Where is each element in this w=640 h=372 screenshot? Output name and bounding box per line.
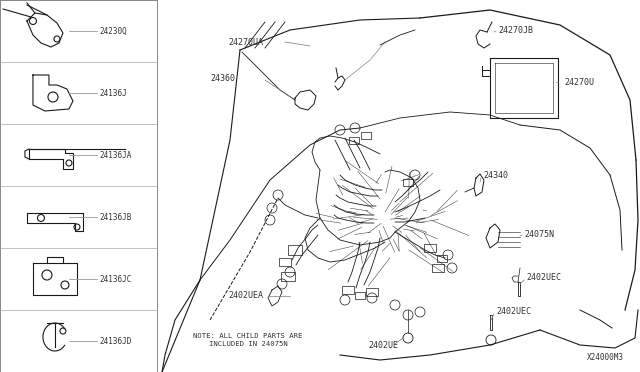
Text: 2402UEA: 2402UEA bbox=[228, 292, 263, 301]
Text: 24136JD: 24136JD bbox=[99, 337, 132, 346]
Bar bbox=[432, 264, 444, 272]
Bar bbox=[342, 286, 354, 294]
Text: 2402UEC: 2402UEC bbox=[496, 308, 531, 317]
Text: 24270JB: 24270JB bbox=[498, 26, 533, 35]
Bar bbox=[288, 245, 302, 255]
Text: X24000M3: X24000M3 bbox=[587, 353, 624, 362]
Text: 24270UA: 24270UA bbox=[228, 38, 263, 46]
Text: 24270U: 24270U bbox=[564, 77, 594, 87]
Text: 2402UEC: 2402UEC bbox=[526, 273, 561, 282]
Text: 24360: 24360 bbox=[210, 74, 235, 83]
Bar bbox=[424, 244, 436, 252]
Text: 24136JA: 24136JA bbox=[99, 151, 132, 160]
Text: 24075N: 24075N bbox=[524, 230, 554, 238]
Bar bbox=[355, 292, 365, 298]
Bar bbox=[437, 254, 447, 262]
Text: 24136JB: 24136JB bbox=[99, 212, 132, 221]
Text: 24136J: 24136J bbox=[99, 89, 127, 97]
Bar bbox=[361, 131, 371, 138]
Bar bbox=[279, 258, 291, 266]
Text: 24340: 24340 bbox=[483, 170, 508, 180]
Bar bbox=[366, 288, 378, 296]
Bar bbox=[349, 137, 359, 144]
Text: 24230Q: 24230Q bbox=[99, 26, 127, 35]
Text: 24136JC: 24136JC bbox=[99, 275, 132, 283]
Bar bbox=[0, 0, 157, 372]
Bar bbox=[281, 272, 295, 280]
Text: NOTE: ALL CHILD PARTS ARE
INCLUDED IN 24075N: NOTE: ALL CHILD PARTS ARE INCLUDED IN 24… bbox=[193, 333, 303, 347]
Bar bbox=[403, 179, 413, 186]
Text: 2402UE: 2402UE bbox=[368, 340, 398, 350]
